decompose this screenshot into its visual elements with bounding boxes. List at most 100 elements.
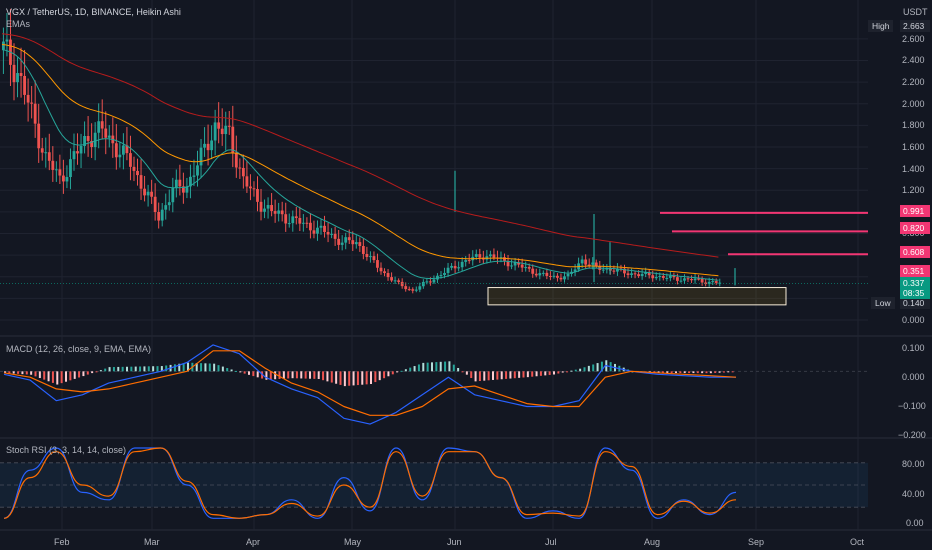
macd-histogram-bar bbox=[230, 369, 233, 372]
candle-body bbox=[365, 253, 369, 257]
macd-histogram-bar bbox=[404, 369, 407, 372]
macd-histogram-bar bbox=[465, 371, 468, 375]
candle-body bbox=[61, 175, 65, 182]
macd-histogram-bar bbox=[295, 371, 298, 379]
macd-histogram-bar bbox=[95, 371, 98, 373]
candle-body bbox=[217, 122, 221, 129]
macd-panel[interactable] bbox=[0, 344, 868, 425]
candle-body bbox=[210, 140, 214, 151]
candle-body bbox=[104, 128, 108, 138]
macd-histogram-bar bbox=[126, 366, 128, 372]
candle-body bbox=[189, 176, 192, 187]
macd-histogram-bar bbox=[213, 363, 216, 372]
candle-body bbox=[361, 246, 365, 254]
time-tick-label: Aug bbox=[644, 537, 661, 547]
candle-body bbox=[238, 167, 242, 169]
candle-body bbox=[513, 262, 517, 266]
candle-body bbox=[464, 260, 468, 262]
support-zone bbox=[487, 287, 787, 306]
macd-histogram-bar bbox=[539, 371, 542, 376]
macd-histogram-bar bbox=[731, 371, 734, 373]
candle-body bbox=[700, 278, 704, 283]
candle-body bbox=[467, 260, 471, 262]
candle-body bbox=[538, 273, 542, 276]
macd-histogram-bar bbox=[544, 371, 547, 376]
macd-histogram-bar bbox=[130, 366, 133, 372]
candle-body bbox=[316, 227, 319, 234]
macd-histogram-bar bbox=[679, 371, 682, 374]
rsi-tick-1: 80.00 bbox=[902, 459, 925, 469]
macd-histogram-bar bbox=[657, 371, 660, 373]
candle-body bbox=[301, 222, 305, 224]
candle-body bbox=[23, 75, 26, 95]
time-tick-label: May bbox=[344, 537, 362, 547]
candle-body bbox=[421, 281, 425, 287]
macd-histogram-bar bbox=[670, 371, 673, 373]
candle-body bbox=[707, 281, 711, 285]
macd-histogram-bar bbox=[570, 370, 573, 372]
candle-body bbox=[114, 143, 118, 158]
candle-body bbox=[393, 280, 397, 282]
price-panel[interactable] bbox=[1, 8, 736, 294]
price-tick-label: 2.400 bbox=[902, 55, 925, 66]
stoch-rsi-title[interactable]: Stoch RSI (3, 3, 14, 14, close) bbox=[6, 445, 127, 455]
candle-body bbox=[40, 148, 44, 153]
macd-histogram-bar bbox=[452, 364, 455, 372]
candle-body bbox=[125, 145, 129, 154]
macd-title[interactable]: MACD (12, 26, close, 9, EMA, EMA) bbox=[6, 344, 152, 354]
candle-body bbox=[630, 273, 633, 276]
candle-body bbox=[665, 277, 669, 279]
candle-body bbox=[425, 281, 429, 283]
candle-body bbox=[294, 216, 298, 218]
macd-histogram-bar bbox=[256, 371, 259, 378]
macd-histogram-bar bbox=[435, 362, 438, 372]
ema-indicator-label[interactable]: EMAs bbox=[6, 19, 31, 29]
macd-histogram-bar bbox=[38, 371, 41, 379]
candle-body bbox=[668, 275, 672, 278]
candle-body bbox=[400, 281, 404, 287]
macd-histogram-bar bbox=[156, 366, 159, 372]
time-tick-label: Mar bbox=[144, 537, 160, 547]
macd-histogram-bar bbox=[200, 363, 203, 372]
macd-histogram-bar bbox=[195, 362, 198, 372]
candle-body bbox=[252, 188, 256, 190]
ema-mid bbox=[1, 44, 719, 277]
macd-histogram-bar bbox=[361, 371, 364, 385]
candle-body bbox=[383, 271, 386, 274]
candle-body bbox=[231, 126, 235, 153]
candle-body bbox=[220, 128, 224, 135]
candle-body bbox=[181, 186, 185, 193]
candle-body bbox=[499, 257, 503, 259]
bar-countdown: 08:35 bbox=[900, 287, 930, 299]
macd-histogram-bar bbox=[531, 371, 534, 377]
macd-histogram-bar bbox=[99, 370, 102, 372]
candle-body bbox=[531, 268, 535, 274]
macd-histogram-bar bbox=[134, 366, 137, 372]
candle-body bbox=[270, 205, 274, 212]
candle-body bbox=[47, 152, 51, 161]
macd-histogram-bar bbox=[478, 371, 481, 382]
macd-histogram-bar bbox=[8, 371, 11, 374]
drawings[interactable] bbox=[0, 211, 868, 306]
candle-body bbox=[19, 73, 23, 76]
candle-body bbox=[390, 277, 393, 281]
macd-histogram-bar bbox=[505, 371, 508, 379]
macd-histogram-bar bbox=[596, 363, 599, 372]
macd-histogram-bar bbox=[86, 371, 89, 375]
macd-histogram-bar bbox=[378, 371, 381, 381]
candle-body bbox=[16, 73, 19, 83]
macd-histogram-bar bbox=[348, 371, 351, 386]
candle-body bbox=[12, 64, 16, 83]
macd-histogram-bar bbox=[692, 371, 695, 374]
candle-body bbox=[174, 179, 178, 188]
stoch-rsi-panel[interactable] bbox=[0, 447, 868, 519]
candle-body bbox=[457, 267, 461, 269]
candle-body bbox=[548, 275, 552, 277]
candle-body bbox=[323, 225, 326, 232]
candle-body bbox=[97, 121, 101, 133]
candle-body bbox=[623, 268, 626, 274]
macd-histogram-bar bbox=[300, 371, 303, 379]
symbol-title[interactable]: VGX / TetherUS, 1D, BINANCE, Heikin Ashi bbox=[6, 7, 181, 17]
candle-body bbox=[492, 254, 496, 258]
